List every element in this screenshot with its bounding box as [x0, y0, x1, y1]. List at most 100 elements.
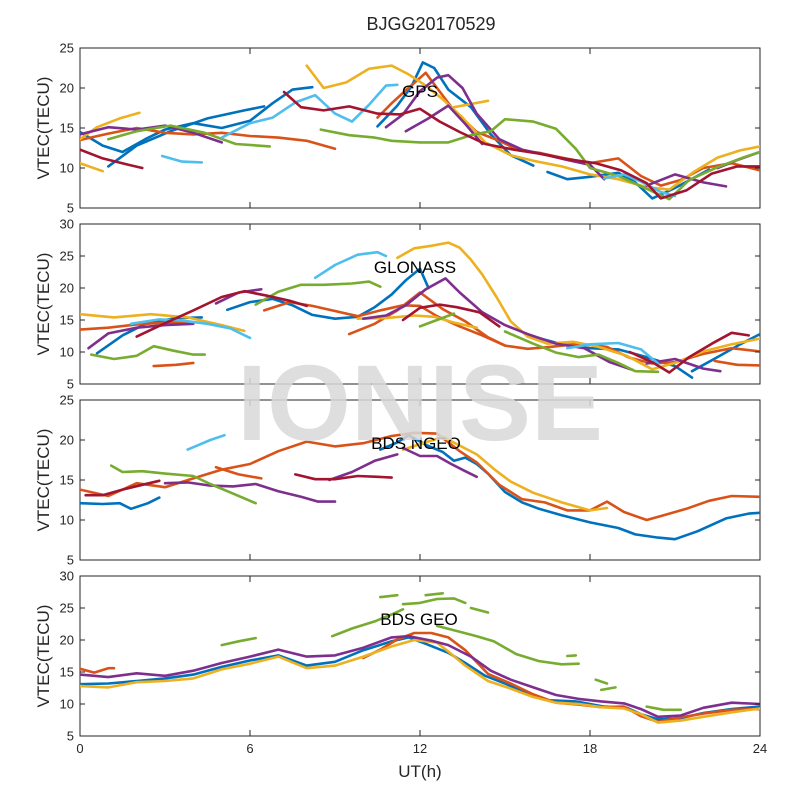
series-line-3-3 — [80, 638, 760, 724]
series-line-0-16 — [319, 117, 760, 201]
series-line-3-12 — [565, 654, 578, 658]
series-line-3-5 — [220, 636, 257, 647]
x-tick-label: 24 — [753, 741, 767, 756]
series-line-3-1 — [80, 666, 116, 674]
series-group-0 — [80, 61, 760, 201]
series-line-2-10 — [84, 479, 161, 497]
y-tick-label: 20 — [60, 281, 74, 296]
x-tick-label: 0 — [76, 741, 83, 756]
series-line-3-4 — [80, 634, 760, 719]
series-line-1-15 — [645, 357, 722, 373]
series-line-2-1 — [378, 433, 760, 541]
y-tick-label: 20 — [60, 633, 74, 648]
figure-title: BJGG20170529 — [366, 14, 495, 34]
series-line-2-3 — [214, 465, 263, 480]
series-line-0-18 — [220, 83, 399, 139]
series-line-1-8 — [713, 359, 760, 367]
panel-2: 5 10 15 20 25 VTEC(TECU) BDS NGEO — [34, 393, 761, 568]
series-line-1-12 — [87, 322, 195, 350]
y-tick-label: 15 — [60, 665, 74, 680]
series-line-1-3 — [690, 332, 760, 373]
series-group-1 — [80, 241, 760, 379]
x-tick-label: 18 — [583, 741, 597, 756]
y-tick-label: 25 — [60, 249, 74, 264]
series-line-1-14 — [361, 277, 634, 372]
y-tick-label: 15 — [60, 121, 74, 136]
y-tick-label: 25 — [60, 393, 74, 408]
series-line-1-1 — [226, 267, 430, 321]
series-line-0-9 — [80, 161, 104, 173]
series-line-2-9 — [186, 433, 226, 451]
panels-container: 5 10 15 20 25 VTEC(TECU) GPS 5 10 15 20 25 30 VTEC(TE… — [34, 41, 767, 782]
series-line-1-7 — [347, 291, 507, 347]
x-tick-label: 12 — [413, 741, 427, 756]
series-line-0-17 — [160, 154, 204, 164]
watermark: IONISE — [237, 342, 603, 463]
y-tick-label: 25 — [60, 601, 74, 616]
y-tick-label: 5 — [67, 729, 74, 744]
series-line-2-4 — [401, 435, 609, 512]
y-axis-label: VTEC(TECU) — [34, 429, 53, 532]
series-line-1-10 — [395, 241, 760, 371]
series-line-3-14 — [599, 686, 617, 692]
series-line-0-1 — [107, 105, 266, 168]
series-line-0-13 — [645, 173, 728, 188]
series-line-3-10 — [469, 606, 490, 614]
series-group-2 — [80, 431, 760, 541]
y-axis-label: VTEC(TECU) — [34, 253, 53, 356]
series-line-0-12 — [404, 104, 484, 146]
y-tick-label: 30 — [60, 569, 74, 584]
y-tick-label: 10 — [60, 513, 74, 528]
series-group-3 — [80, 591, 760, 724]
series-line-1-18 — [503, 330, 660, 374]
x-tick-label: 6 — [246, 741, 253, 756]
y-tick-label: 15 — [60, 473, 74, 488]
series-line-3-7 — [378, 593, 399, 599]
y-tick-label: 10 — [60, 697, 74, 712]
series-line-3-11 — [435, 624, 581, 666]
series-line-0-20 — [80, 148, 144, 170]
series-line-3-13 — [594, 678, 609, 685]
y-tick-label: 10 — [60, 161, 74, 176]
y-tick-label: 20 — [60, 433, 74, 448]
y-tick-label: 5 — [67, 201, 74, 216]
series-line-1-4 — [80, 320, 189, 331]
series-line-2-2 — [80, 431, 760, 522]
plot-area-3 — [79, 575, 761, 737]
panel-1: 5 10 15 20 25 30 VTEC(TECU) GLONASS — [34, 217, 761, 392]
panel-3: 5 10 15 20 25 30 0 6 12 18 24 VTEC(TECU) BDS GEO UT(h… — [34, 569, 767, 782]
series-line-2-6 — [327, 453, 399, 482]
series-line-1-20 — [129, 318, 252, 340]
y-tick-label: 10 — [60, 345, 74, 360]
y-axis-label: VTEC(TECU) — [34, 77, 53, 180]
series-line-1-24 — [401, 303, 501, 328]
series-line-0-2 — [376, 61, 535, 167]
series-line-3-9 — [424, 591, 445, 597]
series-line-2-11 — [293, 473, 394, 481]
series-line-0-21 — [282, 90, 760, 200]
series-line-3-6 — [330, 607, 405, 638]
series-line-1-11 — [356, 314, 479, 330]
series-line-1-23 — [135, 289, 309, 338]
panel-0: 5 10 15 20 25 VTEC(TECU) GPS — [34, 41, 761, 216]
panel-label: BDS NGEO — [371, 434, 461, 453]
plot-area-2 — [79, 399, 761, 561]
series-line-3-8 — [401, 597, 467, 606]
y-axis-label: VTEC(TECU) — [34, 605, 53, 708]
y-tick-label: 5 — [67, 553, 74, 568]
panel-label: BDS GEO — [380, 610, 457, 629]
series-line-2-5 — [163, 481, 337, 503]
series-line-3-15 — [645, 705, 683, 712]
series-line-1-25 — [628, 331, 751, 374]
y-tick-label: 30 — [60, 217, 74, 232]
y-tick-label: 15 — [60, 313, 74, 328]
series-line-2-7 — [401, 446, 479, 479]
series-line-1-22 — [565, 341, 660, 365]
y-tick-label: 5 — [67, 377, 74, 392]
series-line-1-17 — [254, 280, 382, 306]
series-line-2-8 — [109, 464, 257, 505]
x-axis-label: UT(h) — [398, 762, 441, 781]
panel-label: GPS — [402, 82, 438, 101]
series-line-1-19 — [418, 312, 456, 328]
